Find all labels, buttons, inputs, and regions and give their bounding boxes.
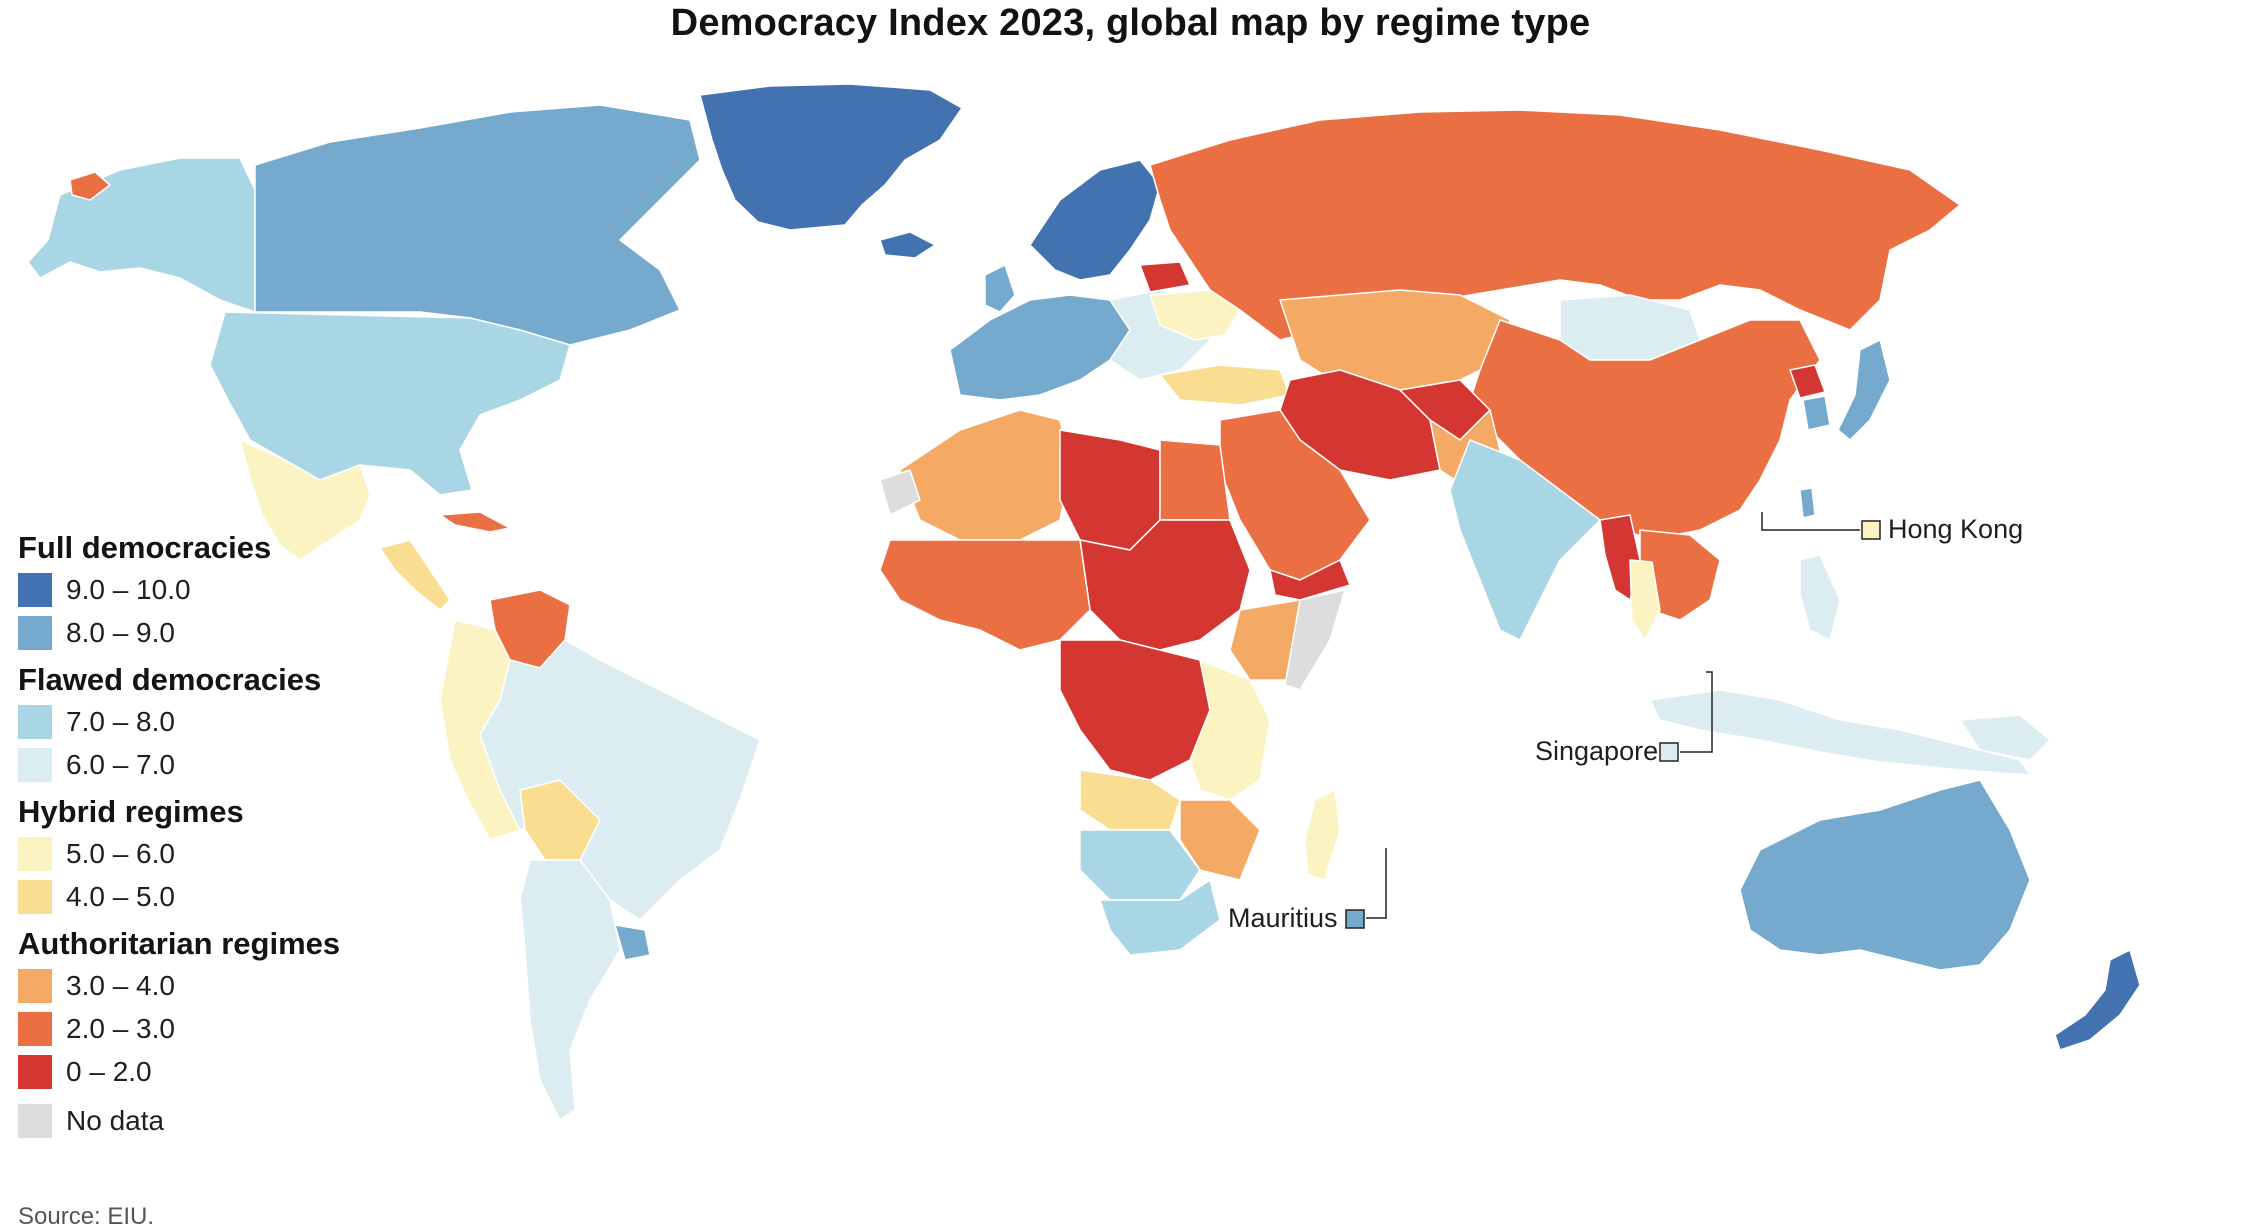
region-russia bbox=[1149, 109, 1961, 341]
region-chukotka-alaska-west bbox=[69, 171, 111, 201]
legend-entry: 0 – 2.0 bbox=[18, 1050, 438, 1093]
region-brazil bbox=[479, 639, 761, 921]
region-western-europe bbox=[949, 294, 1131, 401]
region-china bbox=[1469, 319, 1821, 541]
region-india bbox=[1449, 439, 1601, 641]
source-note: Source: EIU. bbox=[18, 1203, 155, 1230]
region-belarus bbox=[1139, 261, 1191, 293]
region-iceland bbox=[879, 231, 936, 259]
legend-entry: 4.0 – 5.0 bbox=[18, 875, 438, 918]
region-japan bbox=[1837, 339, 1891, 441]
region-turkey bbox=[1159, 364, 1291, 406]
region-scandinavia bbox=[1029, 159, 1161, 281]
legend-entry: 5.0 – 6.0 bbox=[18, 832, 438, 875]
region-new-zealand bbox=[2054, 949, 2141, 1051]
legend-entry-label: 5.0 – 6.0 bbox=[66, 837, 175, 869]
hong-kong-label: Hong Kong bbox=[1888, 514, 2024, 544]
callout-leaders bbox=[1366, 512, 1860, 919]
region-madagascar bbox=[1304, 789, 1341, 881]
region-canada bbox=[254, 104, 701, 346]
singapore-leader bbox=[1680, 671, 1713, 753]
legend-swatch bbox=[18, 572, 52, 607]
legend-swatch bbox=[18, 1054, 52, 1089]
hong-kong-leader bbox=[1761, 512, 1860, 531]
hong-kong-swatch bbox=[1861, 520, 1881, 540]
legend-entry-label: 0 – 2.0 bbox=[66, 1055, 152, 1087]
legend-swatch bbox=[18, 836, 52, 871]
legend-entry: 8.0 – 9.0 bbox=[18, 611, 438, 654]
legend-entry: 3.0 – 4.0 bbox=[18, 964, 438, 1007]
mauritius-label: Mauritius bbox=[1228, 903, 1338, 933]
legend-swatch bbox=[18, 747, 52, 782]
region-south-korea bbox=[1802, 395, 1831, 431]
region-cuba bbox=[439, 511, 511, 533]
legend: Full democracies 9.0 – 10.0 8.0 – 9.0 Fl… bbox=[18, 528, 438, 1142]
region-central-america bbox=[379, 539, 451, 611]
region-greenland bbox=[699, 83, 963, 231]
region-indonesia bbox=[1649, 689, 2031, 776]
legend-swatch bbox=[18, 615, 52, 650]
legend-entry-label: 2.0 – 3.0 bbox=[66, 1012, 175, 1044]
map-title: Democracy Index 2023, global map by regi… bbox=[670, 2, 1591, 44]
mauritius-leader bbox=[1366, 848, 1387, 919]
countries bbox=[27, 83, 2141, 1121]
region-libya bbox=[1059, 429, 1161, 551]
legend-group-flawed-democracies: Flawed democracies bbox=[18, 662, 322, 697]
region-yemen bbox=[1269, 559, 1351, 601]
legend-swatch bbox=[18, 879, 52, 914]
legend-group-authoritarian-regimes: Authoritarian regimes bbox=[18, 926, 341, 961]
region-western-sahara bbox=[879, 469, 921, 516]
legend-entry: 2.0 – 3.0 bbox=[18, 1007, 438, 1050]
region-philippines bbox=[1799, 554, 1841, 641]
region-west-africa bbox=[879, 539, 1091, 651]
region-southern-cone bbox=[519, 859, 621, 1121]
legend-entry: 9.0 – 10.0 bbox=[18, 568, 438, 611]
singapore-label: Singapore bbox=[1535, 736, 1659, 766]
region-north-korea bbox=[1789, 364, 1826, 399]
region-north-africa-west bbox=[899, 409, 1071, 541]
region-taiwan bbox=[1799, 487, 1816, 519]
legend-swatch bbox=[18, 704, 52, 739]
legend-swatch bbox=[18, 1103, 52, 1138]
region-egypt bbox=[1159, 439, 1231, 521]
region-usa bbox=[209, 311, 571, 496]
legend-group-hybrid-regimes: Hybrid regimes bbox=[18, 794, 244, 829]
legend-entry-label: 9.0 – 10.0 bbox=[66, 573, 191, 605]
region-alaska bbox=[27, 157, 256, 313]
legend-entry-label: 6.0 – 7.0 bbox=[66, 748, 175, 780]
legend-entry: 7.0 – 8.0 bbox=[18, 700, 438, 743]
region-somalia bbox=[1284, 589, 1346, 691]
region-central-africa bbox=[1059, 639, 1211, 781]
legend-swatch bbox=[18, 1011, 52, 1046]
mauritius-swatch bbox=[1345, 909, 1365, 929]
legend-entry-label: 8.0 – 9.0 bbox=[66, 616, 175, 648]
legend-entry-label: 3.0 – 4.0 bbox=[66, 969, 175, 1001]
legend-entry-label: 4.0 – 5.0 bbox=[66, 880, 175, 912]
legend-entry-no-data: No data bbox=[18, 1099, 438, 1142]
region-mexico bbox=[239, 439, 371, 561]
region-angola bbox=[1079, 769, 1181, 831]
region-uruguay bbox=[614, 924, 651, 961]
region-thailand bbox=[1629, 559, 1661, 641]
legend-swatch bbox=[18, 968, 52, 1003]
singapore-swatch bbox=[1659, 742, 1679, 762]
region-uk bbox=[984, 264, 1016, 313]
region-australia bbox=[1739, 779, 2031, 971]
region-png bbox=[1959, 714, 2051, 761]
region-zimbabwe bbox=[1179, 799, 1261, 881]
legend-entry-label: 7.0 – 8.0 bbox=[66, 705, 175, 737]
region-south-africa bbox=[1099, 879, 1221, 956]
legend-entry: 6.0 – 7.0 bbox=[18, 743, 438, 786]
legend-entry-label: No data bbox=[66, 1104, 165, 1136]
legend-group-full-democracies: Full democracies bbox=[18, 530, 272, 565]
